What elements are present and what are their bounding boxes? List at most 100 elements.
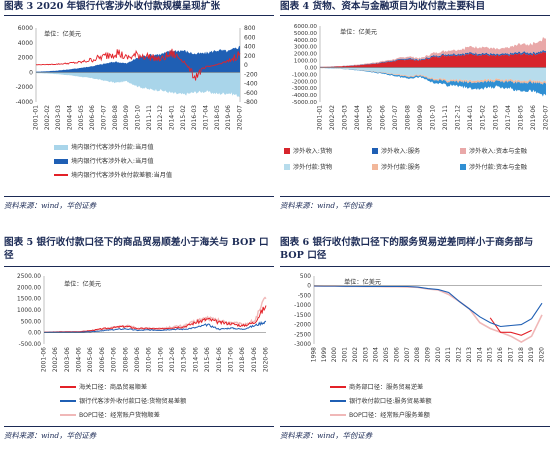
y2-tick-label: 200 bbox=[244, 53, 256, 60]
x-tick-label: 2011-11 bbox=[146, 105, 153, 130]
x-tick-label: 2006-06 bbox=[99, 347, 106, 372]
legend-swatch bbox=[372, 164, 378, 170]
legend-swatch bbox=[60, 400, 76, 402]
panel-title: 图表 3 2020 年银行代客涉外收付款规模呈现扩张 bbox=[4, 1, 221, 12]
title-rule bbox=[4, 15, 274, 17]
unit-label: 单位：亿美元 bbox=[64, 280, 101, 288]
x-tick-label: 2009-09 bbox=[417, 105, 424, 130]
x-tick-label: 2014-01 bbox=[467, 105, 474, 130]
legend-item: 海关口径：商品贸易顺差 bbox=[60, 382, 147, 391]
legend-item: 涉外收入:货物 bbox=[284, 146, 332, 155]
x-tick-label: 2015-06 bbox=[204, 347, 211, 372]
chart-fig6: 单位：亿美元5000-500-1000-1500-2000-2500-30001… bbox=[294, 274, 545, 362]
legend-label: 涉外付款:服务 bbox=[381, 164, 421, 171]
legend-label: 银行收付款口径:服务贸易差额 bbox=[349, 398, 432, 405]
x-tick-label: 2014 bbox=[476, 347, 483, 362]
y2-tick-label: 800 bbox=[244, 25, 256, 32]
x-tick-label: 2007-06 bbox=[111, 347, 118, 372]
source-note: 资料来源：wind，华创证券 bbox=[4, 201, 97, 210]
x-tick-label: 2003-03 bbox=[55, 105, 62, 130]
x-tick-label: 2015 bbox=[487, 347, 494, 362]
y2-tick-label: 0 bbox=[244, 62, 248, 69]
legend-label: 海关口径：商品贸易顺差 bbox=[79, 384, 148, 391]
y-tick-label: 4000 bbox=[18, 40, 33, 47]
y-tick-label: 5000.00 bbox=[294, 31, 318, 37]
y-tick-label: -1000.00 bbox=[292, 72, 318, 78]
x-tick-label: 2010-06 bbox=[146, 347, 153, 372]
y2-tick-label: -200 bbox=[244, 71, 258, 78]
series-line bbox=[44, 305, 267, 333]
legend-swatch bbox=[460, 164, 466, 170]
series-line bbox=[44, 320, 267, 333]
legend-label: 境内银行代客涉外付款:当月值 bbox=[71, 144, 154, 151]
x-tick-label: 2012-06 bbox=[169, 347, 176, 372]
x-tick-label: 2012-12 bbox=[455, 105, 462, 130]
x-tick-label: 2011-06 bbox=[157, 347, 164, 372]
title-rule bbox=[4, 266, 274, 268]
legend-item: 涉外收入:服务 bbox=[372, 146, 420, 155]
legend-label: 涉外收入:服务 bbox=[381, 148, 421, 155]
legend-label: 涉外付款:资本与金融 bbox=[469, 164, 527, 171]
legend-item: 境内银行代客涉外收入:当月值 bbox=[54, 156, 154, 165]
legend-label: BOP口径：经常账户货物顺差 bbox=[79, 412, 160, 419]
x-tick-label: 2002-06 bbox=[52, 347, 59, 372]
y2-tick-label: -600 bbox=[244, 90, 258, 97]
x-tick-label: 2007-07 bbox=[101, 105, 108, 130]
legend-item: 涉外付款:货物 bbox=[284, 162, 332, 171]
y2-tick-label: -400 bbox=[244, 81, 258, 88]
y-tick-label: -2500 bbox=[294, 332, 311, 338]
series-line bbox=[489, 317, 532, 336]
legend-item: 境内银行代客涉外收付款差额:当月值 bbox=[54, 170, 172, 179]
y-tick-label: 0 bbox=[29, 69, 33, 76]
legend: 商务部口径：服务贸易逆差 银行收付款口径:服务贸易差额 BOP口径：经常账户服务… bbox=[330, 382, 545, 422]
unit-label: 单位：亿美元 bbox=[44, 30, 81, 38]
source-note: 资料来源：wind，华创证券 bbox=[280, 431, 373, 440]
y-tick-label: -2000 bbox=[294, 323, 311, 329]
legend-item: 涉外收入:资本与金融 bbox=[460, 146, 527, 155]
legend-item: 涉外付款:资本与金融 bbox=[460, 162, 527, 171]
y-tick-label: -500.00 bbox=[19, 342, 42, 348]
y2-tick-label: 400 bbox=[244, 44, 256, 51]
x-tick-label: 2004-04 bbox=[67, 105, 74, 130]
y-tick-label: 6000 bbox=[18, 25, 33, 32]
y-tick-label: -1500 bbox=[294, 313, 311, 319]
series-area bbox=[36, 72, 240, 97]
legend-item: 银行收付款口径:服务贸易差额 bbox=[330, 396, 432, 405]
legend-item: 涉外付款:服务 bbox=[372, 162, 420, 171]
x-tick-label: 2014-06 bbox=[192, 347, 199, 372]
x-tick-label: 2008-08 bbox=[112, 105, 119, 130]
x-tick-label: 2019 bbox=[528, 347, 535, 362]
x-tick-label: 2005-05 bbox=[78, 105, 85, 130]
y-tick-label: -1000 bbox=[294, 303, 311, 309]
legend-swatch bbox=[60, 414, 76, 416]
x-tick-label: 2008 bbox=[414, 347, 421, 362]
y-tick-label: 500 bbox=[300, 274, 311, 280]
x-tick-label: 2003 bbox=[362, 347, 369, 362]
x-tick-label: 2009-06 bbox=[134, 347, 141, 372]
x-tick-label: 2019-06 bbox=[251, 347, 258, 372]
x-tick-label: 2011 bbox=[445, 347, 452, 362]
x-tick-label: 1999 bbox=[321, 347, 328, 362]
x-tick-label: 2001-01 bbox=[317, 105, 324, 130]
x-tick-label: 2009 bbox=[425, 347, 432, 362]
x-tick-label: 2009-09 bbox=[123, 105, 130, 130]
x-tick-label: 2011-11 bbox=[442, 105, 449, 130]
x-tick-label: 2016-03 bbox=[191, 105, 198, 130]
title-rule bbox=[280, 266, 550, 268]
y-tick-label: -3000 bbox=[294, 342, 311, 348]
y-tick-label: 3000.00 bbox=[294, 45, 318, 51]
x-tick-label: 2007 bbox=[404, 347, 411, 362]
x-tick-label: 2008-06 bbox=[122, 347, 129, 372]
y-tick-label: -4000 bbox=[16, 99, 34, 106]
legend-item: BOP口径：经常账户服务差额 bbox=[330, 410, 430, 419]
unit-label: 单位：亿美元 bbox=[344, 278, 381, 286]
y-tick-label: -5000.00 bbox=[292, 100, 318, 106]
legend-label: 涉外付款:货物 bbox=[293, 164, 333, 171]
legend-label: 境内银行代客涉外收付款差额:当月值 bbox=[71, 172, 173, 179]
legend-item: BOP口径：经常账户货物顺差 bbox=[60, 410, 160, 419]
x-tick-label: 2014-01 bbox=[169, 105, 176, 130]
x-tick-label: 2018-05 bbox=[214, 105, 221, 130]
x-tick-label: 2003-03 bbox=[342, 105, 349, 130]
x-tick-label: 2006 bbox=[393, 347, 400, 362]
legend-label: 银行代客涉外收付款口径:货物贸易差额 bbox=[79, 398, 187, 405]
